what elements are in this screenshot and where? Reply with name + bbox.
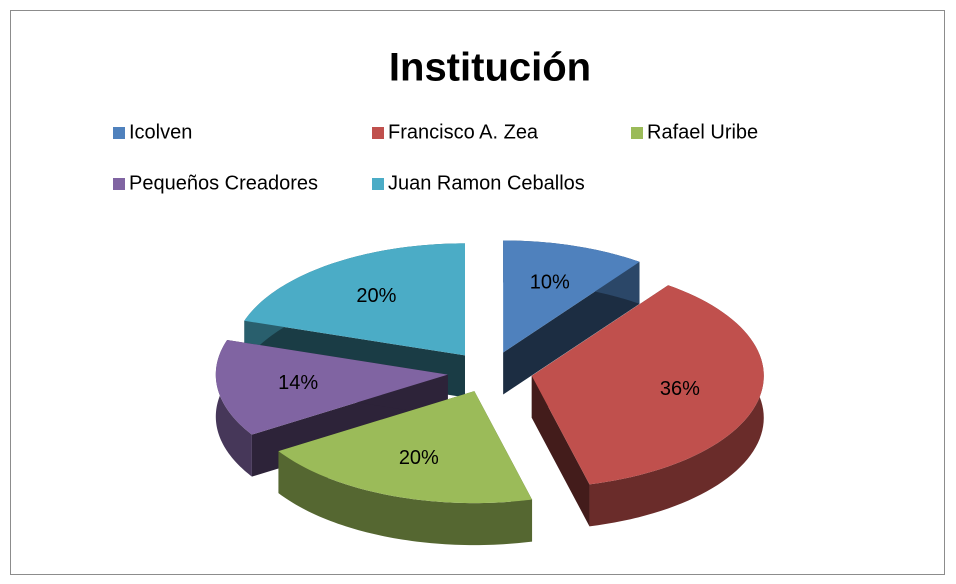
- legend-swatch: [113, 127, 125, 139]
- legend-swatch: [372, 178, 384, 190]
- data-label: 20%: [356, 285, 396, 307]
- legend-label: Icolven: [129, 121, 192, 143]
- legend-swatch: [372, 127, 384, 139]
- slice-side: [531, 375, 590, 527]
- slice: [244, 243, 465, 356]
- slice: [531, 285, 764, 485]
- slice-wall: [278, 451, 533, 546]
- data-label: 14%: [278, 372, 318, 394]
- slice: [215, 339, 448, 435]
- slice-side: [503, 261, 640, 395]
- data-label: 20%: [399, 447, 439, 469]
- legend-swatch: [113, 178, 125, 190]
- legend-swatch: [631, 127, 643, 139]
- legend-label: Francisco A. Zea: [388, 121, 539, 143]
- slice-group: [503, 240, 640, 395]
- legend-label: Juan Ramon Ceballos: [388, 172, 585, 194]
- slice: [278, 391, 533, 504]
- legend-label: Pequeños Creadores: [129, 172, 318, 194]
- chart-title: Institución: [389, 46, 591, 90]
- slice-group: [278, 391, 533, 546]
- slice: [503, 240, 640, 353]
- data-label: 10%: [530, 272, 570, 294]
- data-label: 36%: [660, 378, 700, 400]
- slice-group: [531, 285, 764, 527]
- legend-label: Rafael Uribe: [647, 121, 758, 143]
